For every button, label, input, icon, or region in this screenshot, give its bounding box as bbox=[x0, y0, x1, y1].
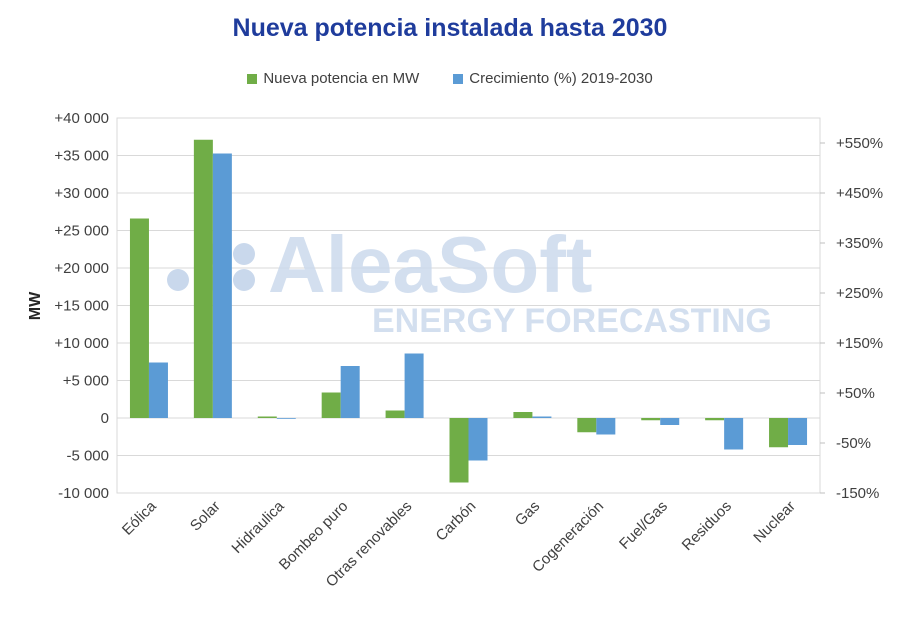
x-tick-label: Carbón bbox=[433, 498, 480, 545]
bar-mw bbox=[385, 410, 405, 418]
right-tick-label: -150% bbox=[836, 485, 879, 502]
bar-mw bbox=[449, 418, 469, 483]
left-tick-label: -5 000 bbox=[66, 448, 109, 465]
bar-growth bbox=[596, 418, 616, 435]
right-tick-label: +350% bbox=[836, 235, 883, 252]
bar-mw bbox=[769, 418, 789, 448]
bar-mw bbox=[641, 418, 661, 421]
chart-title: Nueva potencia instalada hasta 2030 bbox=[232, 14, 668, 42]
right-tick-label: -50% bbox=[836, 435, 871, 452]
bar-mw bbox=[321, 392, 341, 418]
legend-swatch-blue bbox=[453, 73, 464, 84]
right-tick-label: +50% bbox=[836, 385, 875, 402]
x-tick-label: Residuos bbox=[679, 498, 735, 554]
bar-growth bbox=[660, 418, 680, 425]
bar-mw bbox=[129, 218, 149, 418]
legend-label: Nueva potencia en MW bbox=[263, 70, 420, 87]
left-tick-label: 0 bbox=[101, 410, 109, 427]
bar-growth bbox=[468, 418, 488, 461]
legend-label: Crecimiento (%) 2019-2030 bbox=[469, 70, 653, 87]
watermark-brand: AleaSoft bbox=[268, 220, 593, 309]
right-tick-label: +450% bbox=[836, 185, 883, 202]
left-tick-label: -10 000 bbox=[58, 485, 109, 502]
left-tick-label: +20 000 bbox=[54, 260, 109, 277]
bar-growth bbox=[212, 153, 232, 418]
bar-mw bbox=[193, 139, 213, 418]
bar-growth bbox=[532, 416, 552, 418]
legend-swatch-green bbox=[247, 73, 258, 84]
x-tick-label: Fuel/Gas bbox=[616, 498, 671, 553]
left-tick-label: +30 000 bbox=[54, 185, 109, 202]
watermark: AleaSoft ENERGY FORECASTING bbox=[167, 220, 772, 340]
right-tick-label: +150% bbox=[836, 335, 883, 352]
bar-mw bbox=[577, 418, 597, 433]
left-tick-label: +40 000 bbox=[54, 110, 109, 127]
y-axis-label: MW bbox=[27, 291, 44, 320]
legend-item-mw: Nueva potencia en MW bbox=[247, 70, 419, 87]
bar-mw bbox=[257, 416, 277, 418]
watermark-dot bbox=[233, 243, 255, 265]
bar-growth bbox=[404, 353, 424, 418]
watermark-dot bbox=[233, 269, 255, 291]
bar-growth bbox=[788, 418, 808, 445]
x-tick-label: Gas bbox=[512, 498, 543, 529]
watermark-tagline: ENERGY FORECASTING bbox=[372, 302, 772, 340]
bar-growth bbox=[340, 366, 360, 418]
left-tick-label: +35 000 bbox=[54, 148, 109, 165]
bar-growth bbox=[148, 362, 168, 418]
bar-mw bbox=[705, 418, 725, 421]
bar-growth bbox=[724, 418, 744, 450]
left-tick-label: +15 000 bbox=[54, 298, 109, 315]
right-tick-label: +550% bbox=[836, 135, 883, 152]
left-tick-label: +5 000 bbox=[63, 373, 109, 390]
x-tick-label: Hidraulica bbox=[228, 497, 288, 557]
bar-growth bbox=[276, 418, 296, 419]
x-tick-label: Solar bbox=[187, 498, 224, 535]
left-tick-label: +25 000 bbox=[54, 223, 109, 240]
x-tick-label: Nuclear bbox=[750, 498, 799, 547]
left-tick-label: +10 000 bbox=[54, 335, 109, 352]
right-tick-label: +250% bbox=[836, 285, 883, 302]
x-tick-label: Eólica bbox=[119, 497, 160, 538]
legend: Nueva potencia en MW Crecimiento (%) 201… bbox=[0, 70, 900, 87]
legend-item-growth: Crecimiento (%) 2019-2030 bbox=[453, 70, 653, 87]
bar-mw bbox=[513, 412, 533, 418]
watermark-dot bbox=[167, 269, 189, 291]
